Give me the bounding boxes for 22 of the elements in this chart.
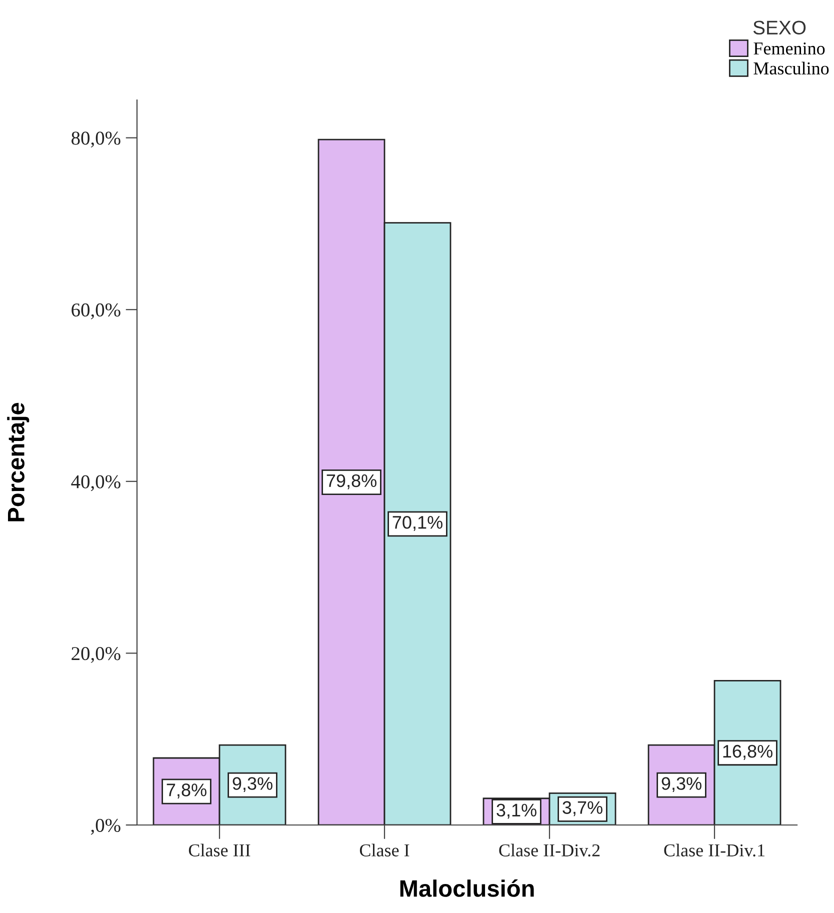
data-label: 79,8%	[326, 474, 376, 490]
data-label: 7,8%	[166, 784, 206, 798]
data-label: 16,8%	[723, 744, 772, 760]
data-label: 9,3%	[232, 777, 272, 792]
x-tick-label: Clase II-Div.1	[664, 844, 764, 857]
legend-label: Masculino	[754, 62, 829, 75]
y-tick-label: 60,0%	[72, 303, 120, 320]
data-label: 70,1%	[392, 516, 442, 531]
x-tick-label: Clase III	[188, 844, 250, 856]
legend-title: SEXO	[753, 20, 806, 35]
y-tick-label: 80,0%	[72, 132, 120, 148]
data-label: 9,3%	[662, 777, 702, 792]
y-tick-label: ,0%	[90, 818, 120, 835]
y-tick-label: 20,0%	[72, 647, 120, 663]
data-label: 3,7%	[562, 801, 602, 816]
x-tick-label: Clase II-Div.2	[499, 844, 600, 857]
x-tick-label: Clase I	[360, 844, 410, 856]
legend-label: Femenino	[754, 42, 825, 55]
x-axis-title: Maloclusión	[400, 879, 534, 897]
data-label: 3,1%	[496, 804, 536, 819]
y-tick-label: 40,0%	[71, 475, 120, 492]
y-axis-title: Porcentaje	[7, 402, 30, 522]
